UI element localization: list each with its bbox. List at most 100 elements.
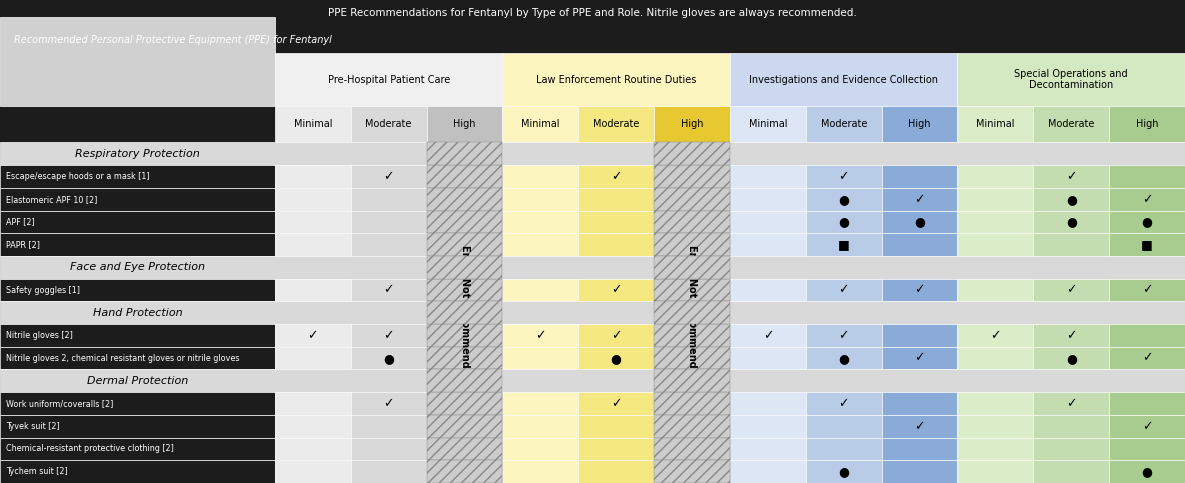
Text: ●: ●	[914, 215, 925, 228]
Text: Moderate: Moderate	[365, 119, 412, 129]
Text: ●: ●	[838, 215, 850, 228]
Bar	[275, 211, 351, 233]
Bar	[882, 165, 957, 188]
Text: ✓: ✓	[384, 284, 393, 297]
Bar	[427, 188, 502, 211]
Text: ✓: ✓	[1066, 329, 1076, 342]
Text: ●: ●	[1065, 352, 1077, 365]
Bar	[427, 460, 502, 483]
Bar	[1033, 392, 1109, 415]
Text: ✓: ✓	[611, 170, 621, 183]
Text: APF [2]: APF [2]	[6, 217, 34, 227]
Bar	[654, 301, 730, 324]
Bar	[427, 301, 502, 324]
Text: ✓: ✓	[308, 329, 318, 342]
Text: Moderate: Moderate	[820, 119, 867, 129]
Bar	[0, 27, 1185, 53]
Bar	[957, 106, 1033, 142]
Bar	[578, 324, 654, 347]
Bar	[427, 211, 502, 233]
Text: ✓: ✓	[915, 352, 924, 365]
Text: Nitrile gloves 2, chemical resistant gloves or nitrile gloves: Nitrile gloves 2, chemical resistant glo…	[6, 354, 239, 363]
Bar	[882, 415, 957, 438]
Text: ✓: ✓	[1142, 352, 1152, 365]
Bar	[275, 53, 502, 106]
Bar	[882, 279, 957, 301]
Text: Minimal: Minimal	[749, 119, 787, 129]
Bar	[1109, 347, 1185, 369]
Text: Tychem suit [2]: Tychem suit [2]	[6, 467, 68, 476]
Bar	[275, 188, 351, 211]
Bar	[806, 392, 882, 415]
Bar	[654, 438, 730, 460]
Text: ✓: ✓	[915, 284, 924, 297]
Text: ✓: ✓	[611, 397, 621, 410]
Text: Elastomeric APF 10 [2]: Elastomeric APF 10 [2]	[6, 195, 97, 204]
Bar	[1033, 233, 1109, 256]
Bar	[0, 460, 275, 483]
Bar	[730, 165, 806, 188]
Bar	[1033, 347, 1109, 369]
Bar	[806, 211, 882, 233]
Bar	[502, 211, 578, 233]
Bar	[427, 347, 502, 369]
Bar	[502, 415, 578, 438]
Text: Minimal: Minimal	[294, 119, 332, 129]
Bar	[578, 106, 654, 142]
Text: ✓: ✓	[1066, 397, 1076, 410]
Bar	[1033, 211, 1109, 233]
Bar	[502, 438, 578, 460]
Bar	[351, 188, 427, 211]
Text: ✓: ✓	[1142, 193, 1152, 206]
Bar	[578, 460, 654, 483]
Text: Face and Eye Protection: Face and Eye Protection	[70, 262, 205, 272]
Bar	[275, 233, 351, 256]
Bar	[0, 415, 275, 438]
Bar	[654, 460, 730, 483]
Bar	[1109, 438, 1185, 460]
Bar	[351, 279, 427, 301]
Bar	[957, 233, 1033, 256]
Bar	[502, 106, 578, 142]
Text: ✓: ✓	[991, 329, 1000, 342]
Text: Work uniform/coveralls [2]: Work uniform/coveralls [2]	[6, 399, 114, 408]
Bar	[578, 438, 654, 460]
Text: Nitrile gloves [2]: Nitrile gloves [2]	[6, 331, 72, 340]
Bar	[0, 256, 1185, 279]
Bar	[730, 211, 806, 233]
Text: PPE Recommendations for Fentanyl by Type of PPE and Role. Nitrile gloves are alw: PPE Recommendations for Fentanyl by Type…	[328, 8, 857, 18]
Bar	[654, 324, 730, 347]
Text: Tyvek suit [2]: Tyvek suit [2]	[6, 422, 59, 431]
Bar	[351, 106, 427, 142]
Bar	[502, 460, 578, 483]
Bar	[427, 142, 502, 165]
Bar	[806, 188, 882, 211]
Bar	[806, 233, 882, 256]
Bar	[957, 188, 1033, 211]
Bar	[578, 392, 654, 415]
Bar	[806, 415, 882, 438]
Text: High: High	[454, 119, 475, 129]
Bar	[1033, 106, 1109, 142]
Text: Law Enforcement Routine Duties: Law Enforcement Routine Duties	[536, 75, 697, 85]
Bar	[502, 233, 578, 256]
Bar	[654, 256, 730, 279]
Bar	[730, 324, 806, 347]
Bar	[882, 438, 957, 460]
Bar	[1109, 188, 1185, 211]
Bar	[427, 324, 502, 347]
Text: ✓: ✓	[1066, 284, 1076, 297]
Bar	[730, 347, 806, 369]
Text: ✓: ✓	[839, 170, 848, 183]
Bar	[882, 211, 957, 233]
Bar	[1109, 165, 1185, 188]
Text: ●: ●	[838, 193, 850, 206]
Bar	[275, 347, 351, 369]
Bar	[654, 165, 730, 188]
Text: Hand Protection: Hand Protection	[92, 308, 182, 318]
Bar	[1109, 279, 1185, 301]
Text: ✓: ✓	[536, 329, 545, 342]
Text: Safety goggles [1]: Safety goggles [1]	[6, 285, 79, 295]
Bar	[275, 438, 351, 460]
Bar	[427, 256, 502, 279]
